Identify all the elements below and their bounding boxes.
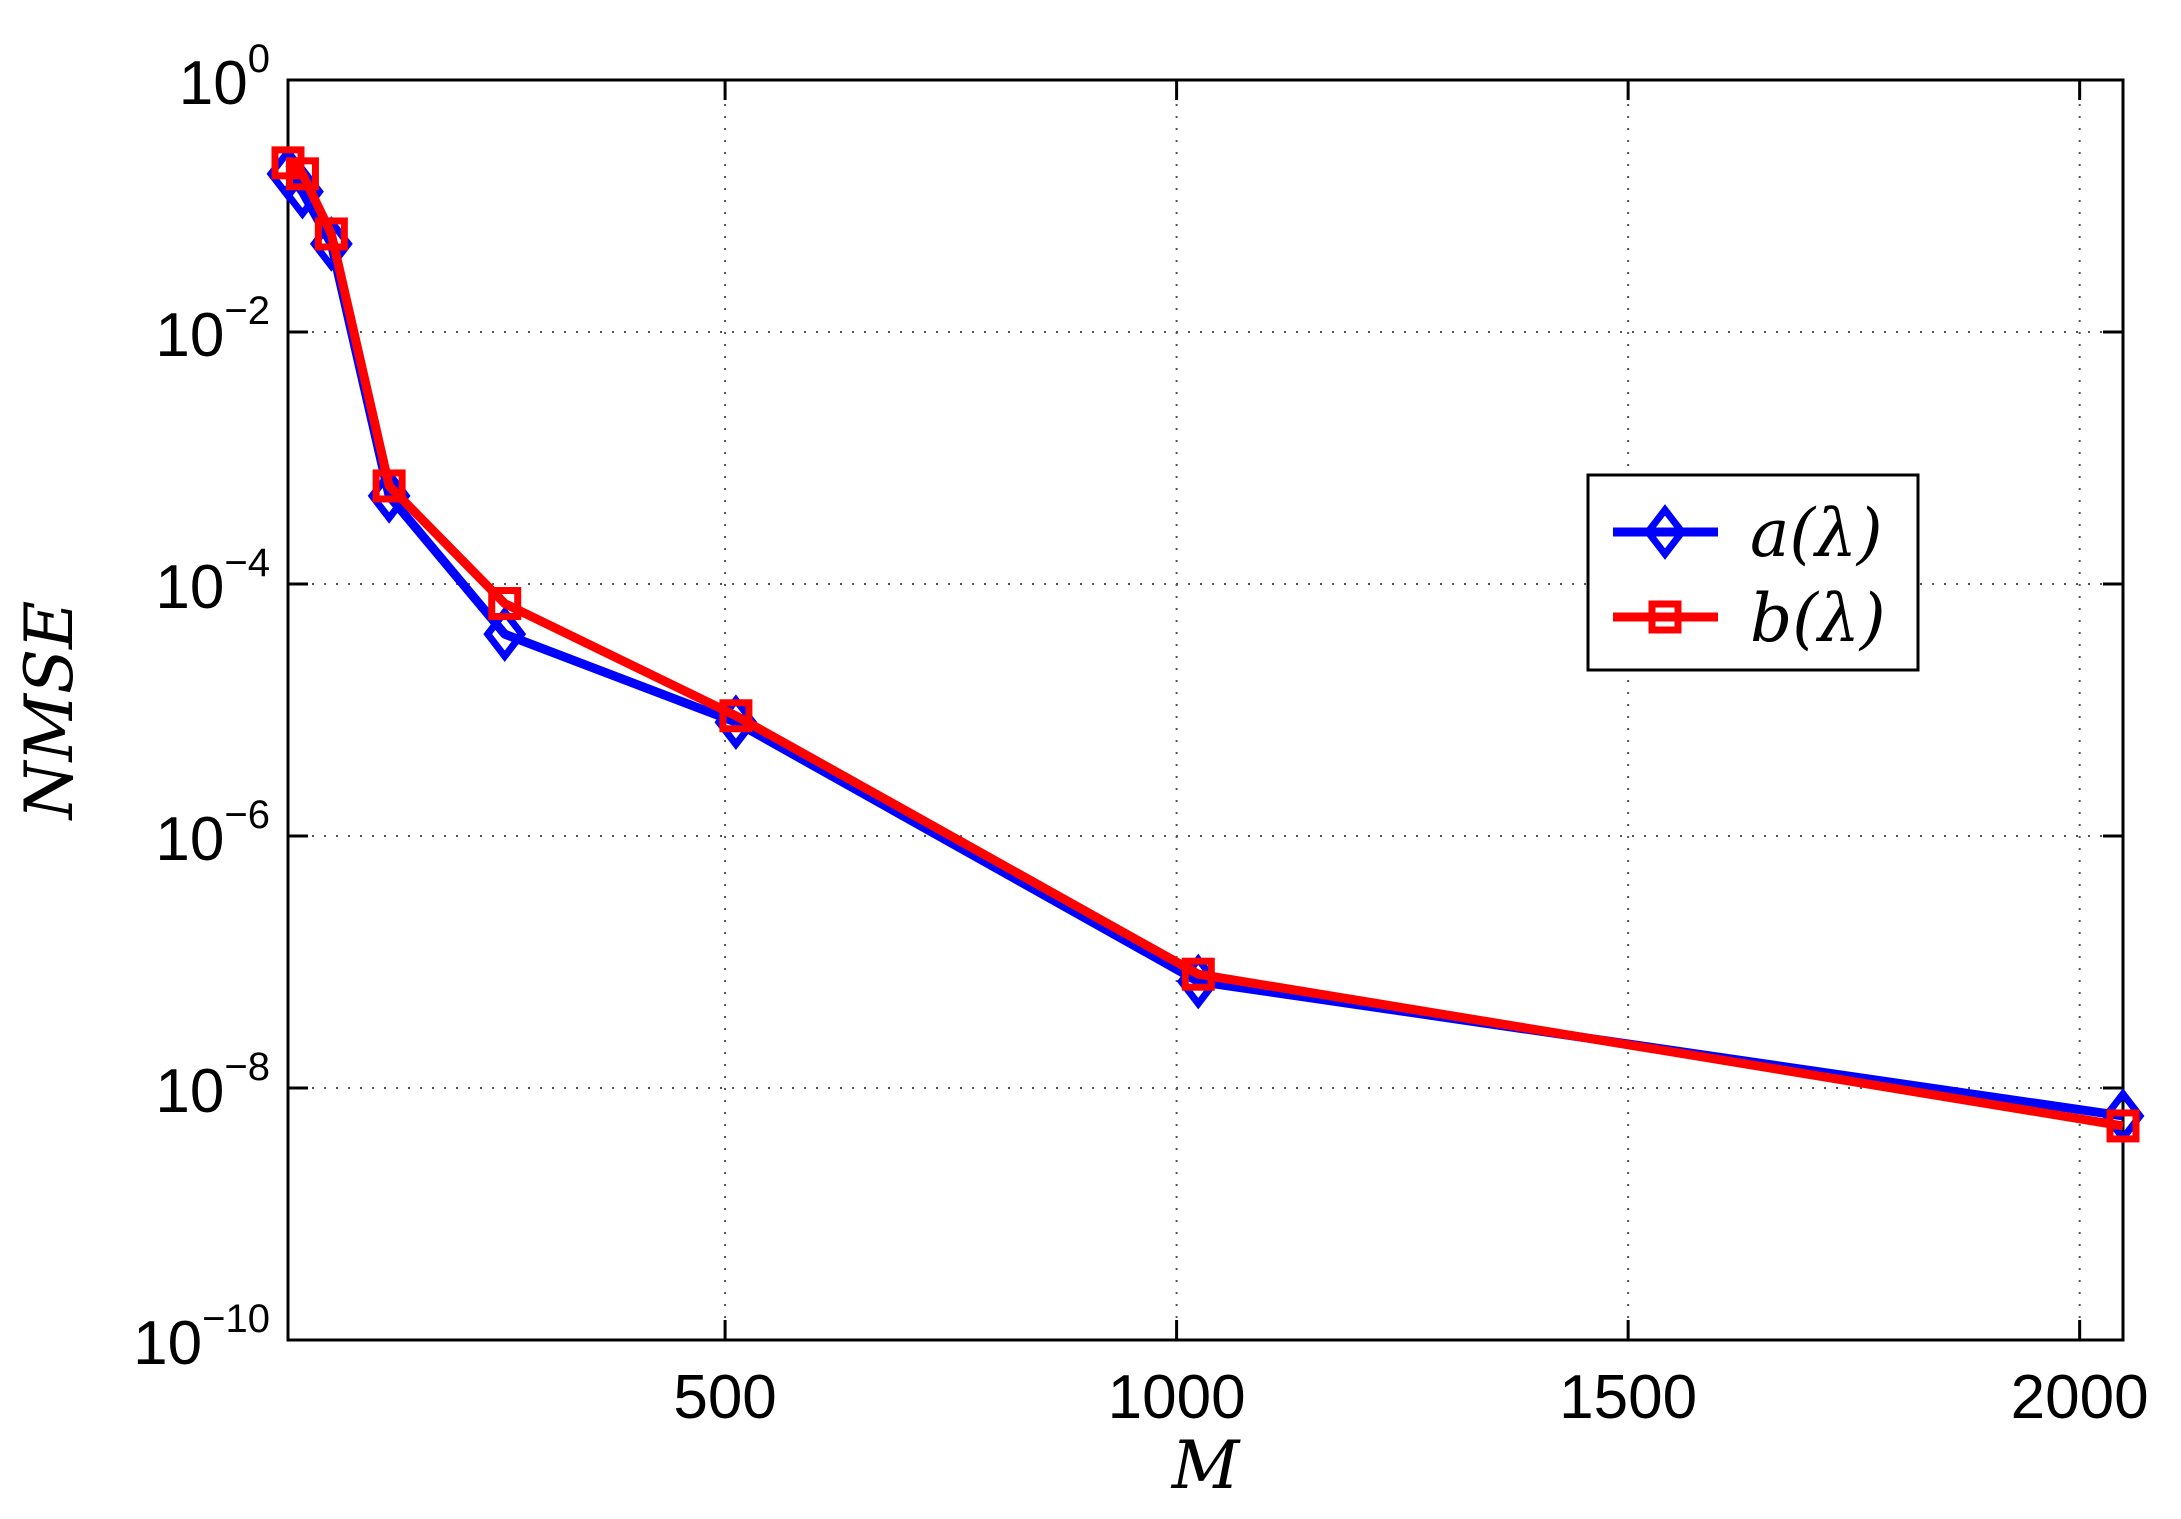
data-point [719,699,753,733]
y-tick-label: 10−6 [155,793,270,874]
x-tick-label: 2000 [2011,1363,2149,1432]
x-tick-label: 1500 [1559,1363,1697,1432]
y-tick-label: 10−10 [133,1297,270,1378]
x-tick-label: 1000 [1108,1363,1246,1432]
data-point [483,606,527,662]
data-point [314,217,348,251]
legend-marker [1643,504,1687,560]
data-point [285,157,319,191]
data-point [372,469,406,503]
legend-label: b(λ) [1750,580,1886,657]
series-line [284,171,2124,1121]
data-point [488,587,522,621]
series-b [271,146,2140,1143]
legend: a(λ) b(λ) [1586,473,1920,672]
y-axis-title: NMSE [11,601,88,822]
plot-frame [286,78,2125,1342]
x-axis-title: M [1171,1427,1241,1504]
y-tick-label: 10−4 [155,541,270,622]
y-tick-label: 10−8 [155,1045,270,1126]
data-point [2106,1109,2140,1143]
legend-label: a(λ) [1750,495,1883,572]
y-tick-label: 100 [179,37,270,118]
data-point [1181,957,1215,991]
legend-box [1586,473,1920,672]
series-layer [266,145,2145,1144]
axis-ticks: 500 1000 1500 2000 100 10−2 10−4 10−6 10−8 10−10 [133,37,2148,1432]
legend-marker [1648,600,1682,634]
y-tick-label: 10−2 [155,289,270,370]
x-tick-label: 500 [673,1363,776,1432]
